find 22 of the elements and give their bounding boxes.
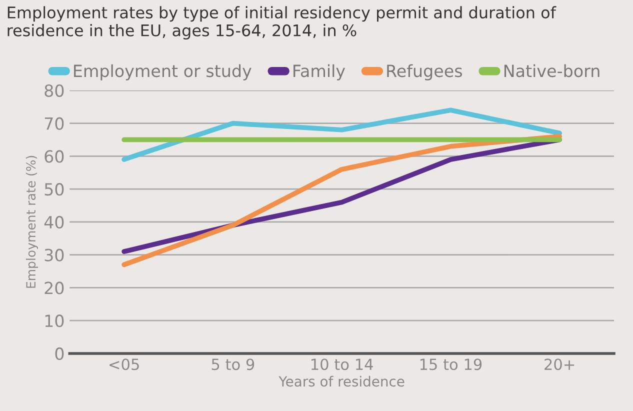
legend-label: Employment or study — [74, 64, 252, 80]
y-tick-label: 70 — [44, 117, 64, 130]
y-tick-label: 40 — [44, 216, 64, 229]
x-tick-label: 5 to 9 — [212, 358, 254, 370]
x-tick-label: 10 to 14 — [312, 358, 373, 370]
y-axis-title: Employment rate (%) — [26, 156, 38, 288]
y-tick-label: 60 — [44, 150, 64, 163]
x-tick-label: 15 to 19 — [420, 358, 482, 370]
y-tick-label: 50 — [44, 183, 64, 196]
chart-title: Employment rates by type of initial residency permit and duration of residence in the EU, ages 15-64, 2014, in % — [8, 6, 556, 40]
line-series — [122, 108, 562, 162]
y-tick-label: 10 — [45, 314, 64, 328]
legend-label: Native-born — [504, 64, 600, 78]
legend-label: Refugees — [387, 64, 462, 80]
y-tick-label: 20 — [44, 282, 64, 294]
y-tick-label: 80 — [44, 84, 64, 97]
y-tick-label: 30 — [44, 248, 64, 262]
y-tick-label: 0 — [55, 347, 64, 360]
legend-label: Family — [294, 64, 346, 80]
x-axis-title: Years of residence — [278, 376, 404, 387]
x-tick-label: <05 — [110, 358, 139, 370]
x-tick-label: 20+ — [544, 358, 574, 370]
